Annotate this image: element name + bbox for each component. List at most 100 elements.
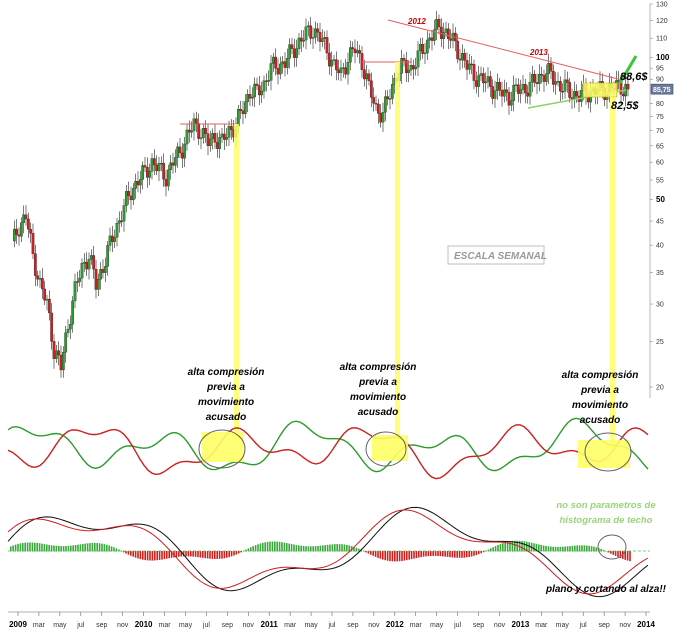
- candle-up: [297, 37, 301, 49]
- macd-histogram-bar: [10, 546, 12, 552]
- macd-histogram-bar: [24, 542, 26, 552]
- candle-down: [248, 94, 252, 99]
- macd-histogram-bar: [31, 542, 34, 552]
- candle-down: [52, 341, 56, 359]
- candle-up: [138, 179, 142, 186]
- candle-up: [355, 50, 359, 54]
- time-tick-label: mar: [284, 622, 297, 629]
- candle-up: [225, 137, 229, 140]
- annotation-line: acusado: [580, 415, 621, 426]
- price-tick-label: 95: [656, 66, 664, 73]
- candle-down: [465, 60, 469, 70]
- macd-histogram-bar: [547, 546, 550, 552]
- candle-down: [155, 164, 159, 172]
- macd-histogram-bar: [286, 543, 288, 552]
- candle-down: [255, 83, 259, 86]
- macd-histogram-bar: [182, 551, 185, 557]
- candle-down: [334, 59, 338, 71]
- candle-down: [24, 214, 28, 220]
- macd-histogram-bar: [343, 544, 346, 552]
- trendlines: 2012 2013 88,6$ 82,5$ ESCALA SEMANAL: [180, 17, 648, 448]
- candle-up: [12, 228, 16, 242]
- macd-histogram-bar: [427, 551, 430, 557]
- candle-up: [512, 85, 516, 101]
- candle-up: [73, 281, 77, 302]
- macd-histogram-bar: [230, 551, 233, 557]
- macd-histogram-bar: [312, 546, 314, 552]
- macd-histogram-bar: [463, 551, 466, 558]
- macd-histogram-bar: [163, 551, 166, 560]
- time-tick-label: jul: [453, 622, 461, 629]
- candle-down: [621, 94, 625, 97]
- annotation-line: alta compresión: [340, 362, 417, 373]
- price-tick-label: 30: [656, 302, 664, 309]
- candle-down: [500, 89, 504, 97]
- macd-histogram-bar: [514, 540, 516, 552]
- macd-histogram-bar: [444, 551, 446, 557]
- macd-histogram-bar: [415, 551, 418, 559]
- macd-histogram-bar: [310, 546, 312, 552]
- macd-histogram-bar: [559, 546, 562, 552]
- candle-up: [201, 128, 205, 138]
- macd-histogram-bar: [478, 551, 480, 555]
- macd-histogram-bar: [612, 551, 614, 555]
- macd-histogram-bar: [552, 546, 554, 552]
- macd-histogram-bar: [566, 546, 569, 552]
- price-tick-label: 40: [656, 243, 664, 250]
- time-tick-label: 2014: [637, 620, 655, 629]
- macd-histogram-bar: [482, 551, 485, 553]
- candle-up: [477, 75, 481, 87]
- annotation-line: acusado: [358, 407, 399, 418]
- annotation-line: previa a: [580, 385, 619, 396]
- note-top-line: histograma de techo: [560, 515, 653, 526]
- candle-down: [439, 26, 443, 39]
- candle-down: [351, 47, 355, 50]
- macd-histogram-bar: [545, 545, 547, 552]
- macd-histogram-bar: [370, 551, 372, 555]
- time-tick-label: may: [304, 622, 318, 629]
- compression-column: [610, 97, 615, 448]
- macd-histogram-bar: [442, 551, 444, 557]
- candle-down: [215, 142, 219, 149]
- candle-up: [521, 84, 525, 90]
- time-tick-label: sep: [347, 622, 358, 629]
- macd-histogram-bar: [554, 546, 557, 552]
- macd-histogram-bar: [91, 542, 94, 552]
- candle-down: [239, 109, 243, 111]
- macd-histogram-bar: [446, 551, 449, 557]
- macd-histogram-bar: [382, 551, 384, 560]
- candle-up: [400, 58, 404, 74]
- candle-up: [54, 350, 58, 359]
- candle-down: [129, 195, 133, 201]
- candle-down: [75, 281, 79, 283]
- candle-down: [337, 69, 341, 74]
- macd-histogram-bar: [377, 551, 379, 558]
- macd-histogram-bar: [456, 551, 458, 558]
- candle-up: [579, 90, 583, 102]
- candle-down: [187, 129, 191, 133]
- candle-up: [183, 143, 187, 159]
- candle-up: [199, 137, 203, 139]
- macd-histogram-bar: [77, 544, 79, 552]
- macd-histogram-bar: [178, 551, 180, 557]
- macd-histogram-bar: [576, 545, 578, 552]
- macd-histogram-bar: [84, 543, 86, 552]
- candle-up: [425, 39, 429, 54]
- candle-down: [488, 76, 492, 87]
- candle-up: [311, 37, 315, 39]
- macd-histogram-bar: [305, 546, 307, 552]
- candle-down: [474, 80, 478, 87]
- macd-histogram-bar: [350, 546, 353, 552]
- candle-down: [290, 44, 294, 49]
- candle-up: [227, 126, 231, 138]
- macd-histogram-bar: [619, 551, 622, 559]
- macd-histogram-bar: [70, 545, 72, 552]
- candle-down: [498, 81, 502, 91]
- macd-histogram-bar: [562, 546, 564, 552]
- macd-histogram-bar: [144, 551, 146, 561]
- macd-histogram-bar: [499, 544, 502, 552]
- macd-histogram-bar: [283, 542, 286, 552]
- candle-up: [211, 133, 215, 140]
- macd-histogram-bar: [523, 541, 526, 552]
- macd-histogram-bar: [454, 551, 456, 558]
